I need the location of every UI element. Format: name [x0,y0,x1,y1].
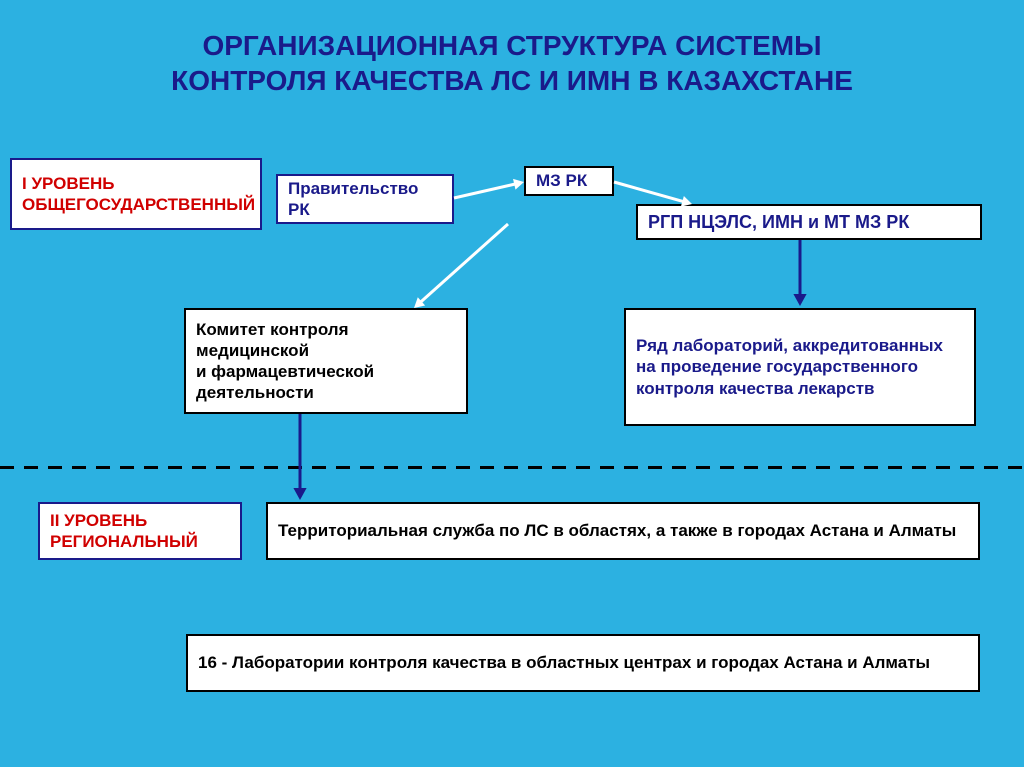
diagram-title: ОРГАНИЗАЦИОННАЯ СТРУКТУРА СИСТЕМЫ КОНТРО… [40,28,984,98]
box-government-text: Правительство РК [288,178,442,221]
box-territorial-text: Территориальная служба по ЛС в областях,… [278,520,956,541]
box-territorial: Территориальная служба по ЛС в областях,… [266,502,980,560]
box-labs16-text: 16 - Лаборатории контроля качества в обл… [198,652,930,673]
box-level-2: II УРОВЕНЬ РЕГИОНАЛЬНЫЙ [38,502,242,560]
box-committee-text: Комитет контроля медицинской и фармацевт… [196,319,456,404]
title-line-2: КОНТРОЛЯ КАЧЕСТВА ЛС И ИМН В КАЗАХСТАНЕ [171,65,853,96]
box-labs16: 16 - Лаборатории контроля качества в обл… [186,634,980,692]
box-rgp-text: РГП НЦЭЛС, ИМН и МТ МЗ РК [648,211,909,234]
horizontal-divider [0,466,1024,469]
box-committee: Комитет контроля медицинской и фармацевт… [184,308,468,414]
box-government: Правительство РК [276,174,454,224]
diagram-canvas: ОРГАНИЗАЦИОННАЯ СТРУКТУРА СИСТЕМЫ КОНТРО… [0,0,1024,767]
box-mzrk: МЗ РК [524,166,614,196]
box-mzrk-text: МЗ РК [536,170,587,191]
title-line-1: ОРГАНИЗАЦИОННАЯ СТРУКТУРА СИСТЕМЫ [202,30,821,61]
box-rgp: РГП НЦЭЛС, ИМН и МТ МЗ РК [636,204,982,240]
box-labs-text: Ряд лабораторий, аккредитованных на пров… [636,335,964,399]
box-level-2-text: II УРОВЕНЬ РЕГИОНАЛЬНЫЙ [50,510,230,553]
box-level-1: I УРОВЕНЬ ОБЩЕГОСУДАРСТВЕННЫЙ [10,158,262,230]
box-labs: Ряд лабораторий, аккредитованных на пров… [624,308,976,426]
box-level-1-text: I УРОВЕНЬ ОБЩЕГОСУДАРСТВЕННЫЙ [22,173,255,216]
